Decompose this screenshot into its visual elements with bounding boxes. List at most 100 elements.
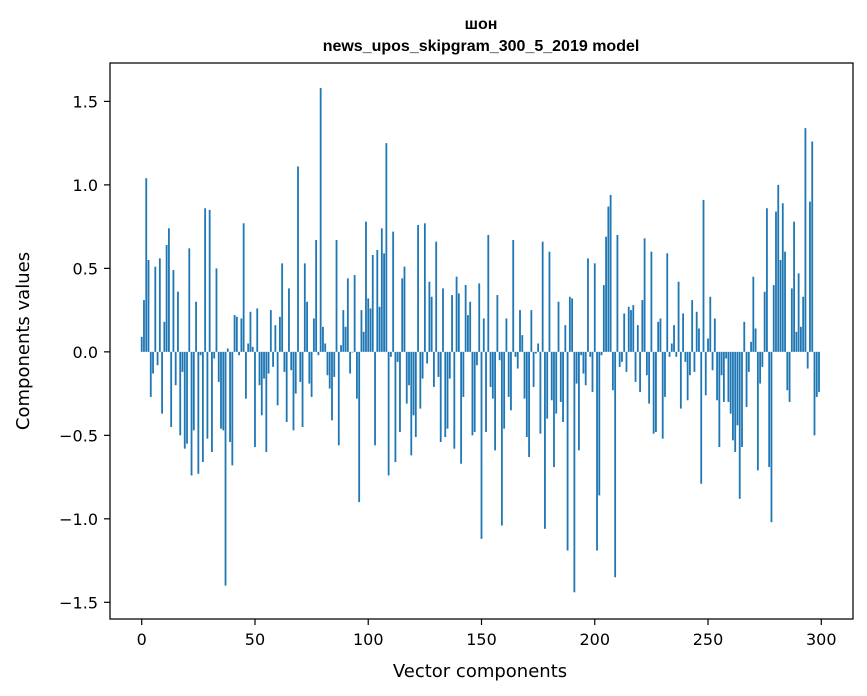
bar (582, 351, 585, 374)
bar (326, 351, 329, 376)
bar (702, 199, 705, 352)
bar (211, 351, 213, 453)
bar (795, 331, 798, 352)
bar (682, 313, 685, 352)
bar (408, 351, 410, 386)
bar (158, 258, 161, 352)
bar (759, 351, 762, 384)
bar (154, 266, 157, 352)
bar (319, 88, 322, 352)
bar (677, 281, 680, 352)
bar (593, 263, 596, 352)
bar (645, 351, 648, 376)
y-tick-label: 1.0 (73, 176, 98, 195)
bar (183, 351, 186, 449)
bar (763, 291, 766, 352)
bar (213, 351, 216, 359)
bar (625, 351, 628, 372)
bar (385, 143, 388, 352)
bars-group (140, 88, 820, 593)
bar (152, 351, 154, 374)
x-tick-label: 300 (806, 630, 837, 649)
bar (573, 351, 576, 593)
bar (362, 331, 365, 352)
bar (661, 351, 664, 439)
bar (188, 248, 191, 352)
bar (437, 351, 440, 377)
bar (457, 293, 460, 352)
bar (342, 310, 345, 352)
bar (165, 244, 168, 352)
bar (659, 318, 662, 352)
bar (471, 351, 474, 436)
bar (707, 338, 709, 352)
bar (229, 351, 231, 443)
bar (756, 351, 759, 471)
bar (655, 351, 657, 432)
bar (775, 211, 777, 352)
x-axis-ticks: 0 50 100 150 200 250 300 (137, 619, 837, 649)
bar (711, 351, 714, 371)
bar (602, 285, 605, 352)
bar (378, 306, 381, 352)
bar (249, 311, 252, 352)
bar (555, 351, 558, 414)
bar (192, 351, 195, 431)
bar (537, 343, 540, 352)
bar (197, 351, 200, 474)
bar (163, 321, 166, 352)
bar (435, 241, 438, 352)
bar (686, 351, 689, 401)
bar (428, 281, 431, 352)
bar (512, 239, 515, 352)
bar (272, 351, 274, 367)
bar (179, 351, 182, 436)
bar (559, 351, 562, 402)
bar (242, 223, 245, 352)
bar (235, 316, 238, 352)
bar (365, 221, 367, 352)
bar (469, 301, 472, 352)
bar (267, 351, 270, 374)
bar (306, 301, 308, 352)
bar (725, 351, 728, 359)
bar (328, 351, 331, 389)
bar (630, 310, 632, 352)
bar (621, 351, 623, 362)
bar (772, 285, 775, 352)
bar (639, 351, 641, 392)
bar (487, 234, 490, 352)
bar (383, 253, 385, 352)
bar (231, 351, 234, 466)
bar (784, 251, 786, 352)
x-tick-label: 50 (245, 630, 265, 649)
bar (351, 351, 354, 353)
bar (632, 305, 635, 352)
bar (340, 345, 342, 352)
bar (433, 351, 435, 387)
bar (312, 318, 315, 352)
bar (809, 201, 811, 352)
bar (734, 351, 737, 453)
bar (788, 351, 791, 402)
y-axis-label: Components values (13, 252, 34, 430)
bar (170, 351, 173, 427)
bar (507, 351, 510, 397)
bar (623, 313, 626, 352)
bar (294, 351, 297, 394)
bar (299, 351, 302, 382)
bar (172, 270, 175, 352)
bar (664, 351, 666, 397)
bar (245, 351, 247, 399)
bar (546, 351, 549, 419)
bar (718, 351, 721, 448)
bar (636, 325, 639, 352)
bar (496, 295, 499, 352)
bar (589, 351, 592, 357)
bar (500, 351, 503, 526)
bar (793, 221, 796, 352)
bar (446, 351, 449, 429)
bar (285, 351, 288, 422)
bar (616, 234, 619, 352)
bar (140, 336, 143, 352)
